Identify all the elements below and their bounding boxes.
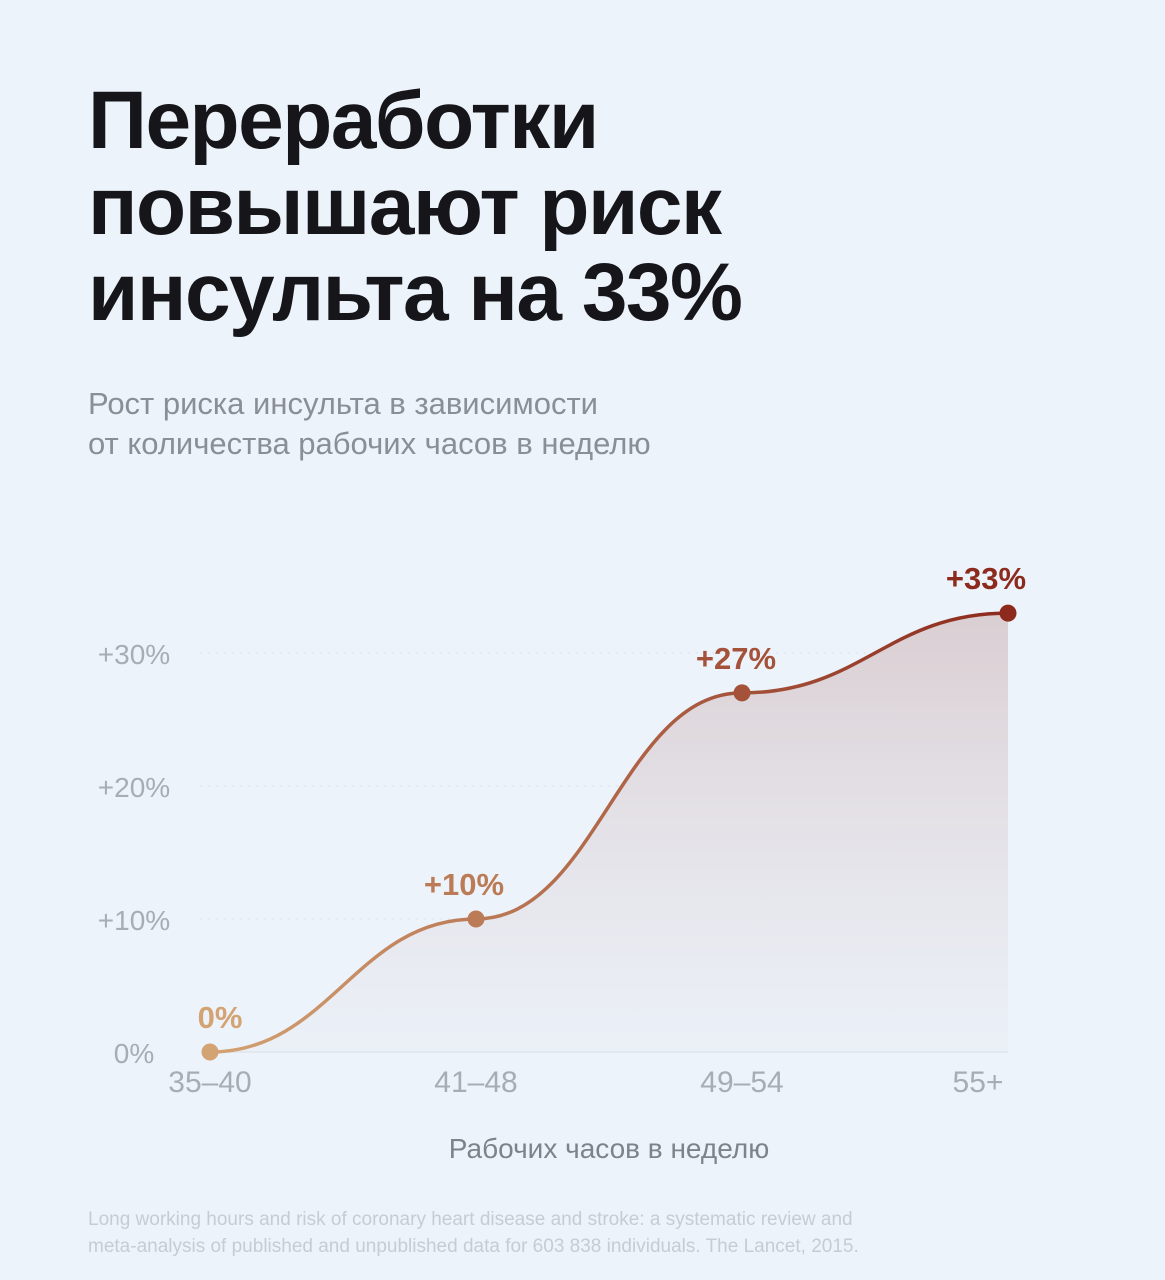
- chart-subtitle: Рост риска инсульта в зависимости от кол…: [88, 384, 651, 464]
- x-tick-label: 49–54: [700, 1066, 783, 1099]
- y-tick-label: +20%: [98, 772, 170, 803]
- y-tick-label: 0%: [114, 1038, 154, 1069]
- subtitle-line: Рост риска инсульта в зависимости: [88, 386, 599, 421]
- subtitle-line: от количества рабочих часов в неделю: [88, 426, 651, 461]
- data-label: +10%: [424, 867, 504, 902]
- y-tick-label: +10%: [98, 905, 170, 936]
- y-tick-label: +30%: [98, 639, 170, 670]
- x-tick-label: 55+: [953, 1066, 1004, 1099]
- x-axis-label: Рабочих часов в неделю: [449, 1133, 769, 1164]
- x-tick-label: 41–48: [434, 1066, 517, 1099]
- series-line: [208, 611, 1010, 1054]
- footnote-line: Long working hours and risk of coronary …: [88, 1209, 853, 1230]
- data-point: [999, 604, 1017, 622]
- page-title: Переработки повышают риск инсульта на 33…: [88, 75, 743, 338]
- data-point: [467, 910, 485, 928]
- footnote-line: meta-analysis of published and unpublish…: [88, 1236, 859, 1257]
- title-line: инсульта на 33%: [88, 247, 743, 338]
- data-point: [733, 684, 751, 702]
- data-label: +27%: [696, 641, 776, 676]
- x-tick-label: 35–40: [168, 1066, 251, 1099]
- area-fill: [210, 613, 1008, 1052]
- source-footnote: Long working hours and risk of coronary …: [88, 1206, 859, 1260]
- data-point: [201, 1043, 219, 1061]
- title-line: повышают риск: [88, 161, 722, 252]
- data-label: +33%: [946, 561, 1026, 596]
- title-line: Переработки: [88, 75, 599, 166]
- data-label: 0%: [198, 1000, 243, 1035]
